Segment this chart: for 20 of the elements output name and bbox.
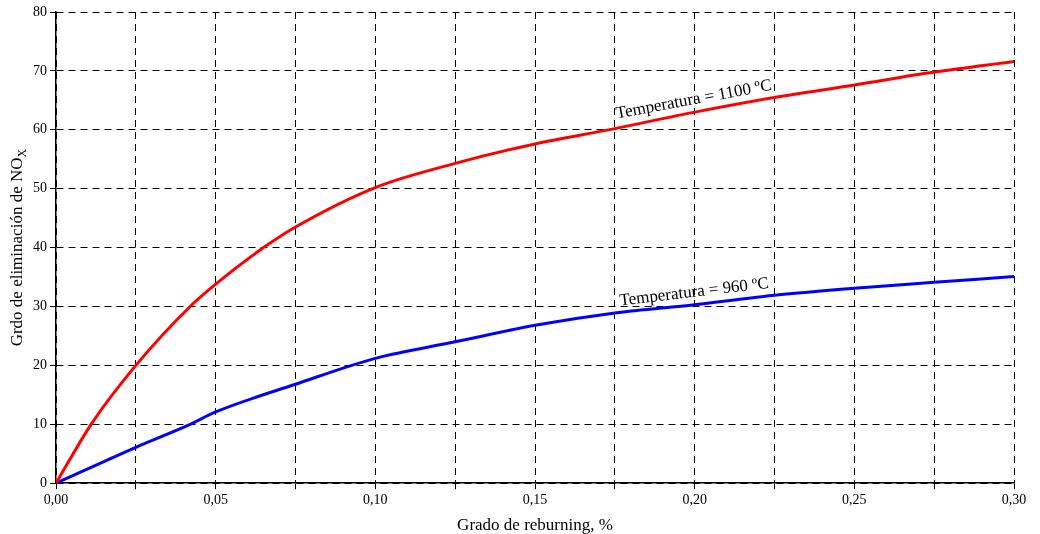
x-tick-label: 0,00 — [43, 492, 69, 508]
text: Temperatura = 1100 ºC — [614, 75, 774, 123]
y-axis-title: Grdo de eliminación de NOX — [7, 148, 30, 347]
text: Temperatura = 960 ºC — [618, 273, 770, 310]
x-tick-label: 0,05 — [203, 492, 228, 508]
y-tick-label: 0 — [40, 474, 47, 490]
x-tick-label: 0,30 — [1001, 492, 1027, 508]
x-axis-title: Grado de reburning, % — [457, 515, 613, 534]
x-tick-label: 0,10 — [363, 492, 388, 508]
y-tick-label: 10 — [33, 415, 47, 431]
y-tick-label: 30 — [33, 298, 47, 314]
x-tick-label: 0,20 — [682, 492, 707, 508]
y-tick-label: 50 — [33, 180, 47, 196]
y-tick-label: 40 — [33, 239, 47, 255]
x-tick-label: 0,15 — [522, 492, 548, 508]
y-tick-label: 80 — [33, 3, 47, 19]
x-tick-label: 0,25 — [842, 492, 867, 508]
y-tick-label: 70 — [33, 62, 47, 78]
y-tick-label: 60 — [33, 121, 47, 137]
y-tick-label: 20 — [33, 357, 47, 373]
